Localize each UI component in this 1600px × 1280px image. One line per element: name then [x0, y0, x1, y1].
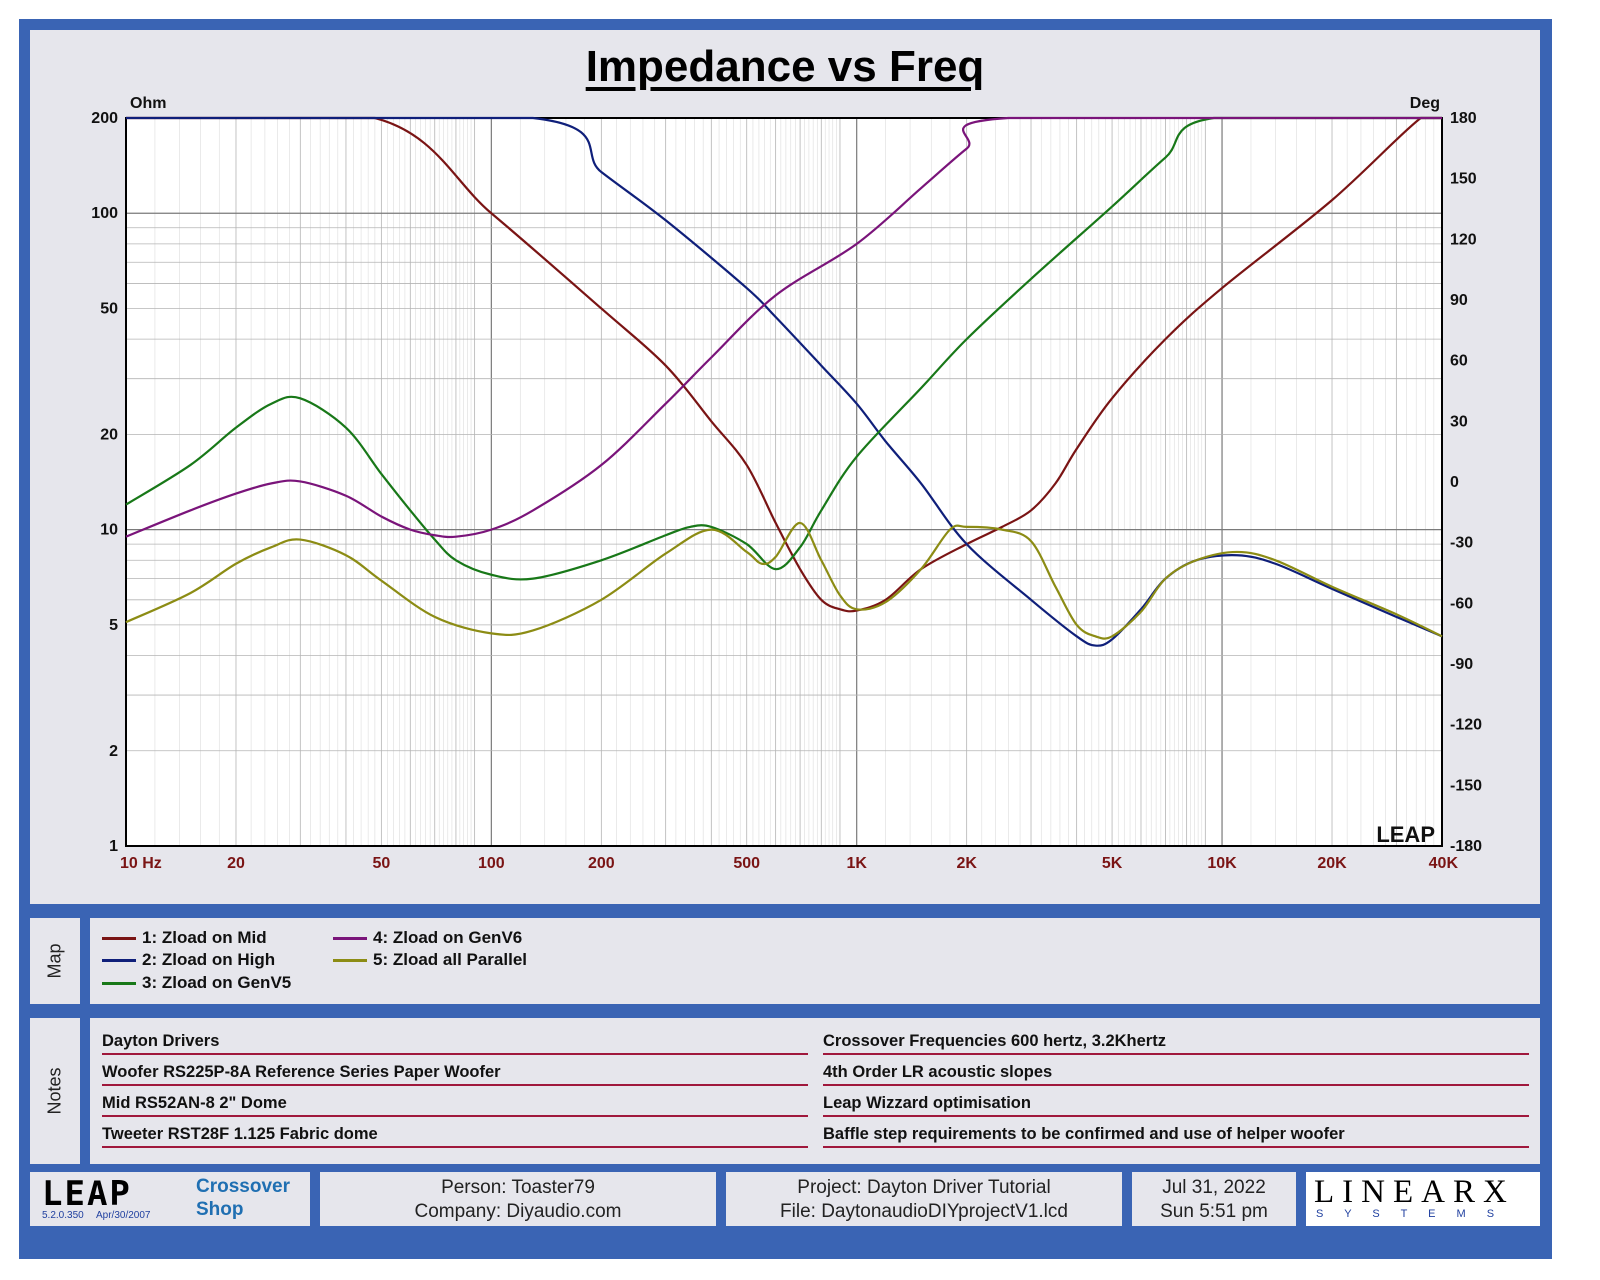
note-left-1: Dayton Drivers [102, 1032, 808, 1055]
legend-item: 1: Zload on Mid [102, 928, 267, 948]
linearx-systems: S Y S T E M S [1316, 1208, 1504, 1220]
notes-panel: Dayton Drivers Woofer RS225P-8A Referenc… [90, 1018, 1540, 1164]
note-left-2: Woofer RS225P-8A Reference Series Paper … [102, 1063, 808, 1086]
footer-app-box: LEAP 5.2.0.350 Apr/30/2007 Crossover Sho… [30, 1172, 310, 1226]
legend-label: 1: Zload on Mid [142, 928, 267, 947]
app-name-line2: Shop [196, 1199, 244, 1220]
legend-swatch [102, 958, 136, 962]
y2-tick-label: -60 [1450, 595, 1473, 612]
note-right-1: Crossover Frequencies 600 hertz, 3.2Kher… [823, 1032, 1529, 1055]
legend-label: 4: Zload on GenV6 [373, 928, 523, 947]
notes-label-panel: Notes [30, 1018, 80, 1164]
y2-tick-label: -30 [1450, 535, 1473, 552]
version-date: Apr/30/2007 [96, 1210, 151, 1221]
x-tick-label: 2K [956, 855, 977, 872]
y-tick-label: 20 [100, 426, 118, 443]
file: File: DaytonaudioDIYprojectV1.lcd [780, 1201, 1068, 1222]
note-right-4: Baffle step requirements to be confirmed… [823, 1125, 1529, 1148]
date: Jul 31, 2022 [1162, 1177, 1266, 1198]
y2-tick-label: 120 [1450, 231, 1477, 248]
y2-tick-label: -90 [1450, 656, 1473, 673]
plot-border [125, 117, 1443, 847]
legend-item: 5: Zload all Parallel [333, 950, 527, 970]
note-left-4: Tweeter RST28F 1.125 Fabric dome [102, 1125, 808, 1148]
y2-tick-label: -180 [1450, 838, 1482, 855]
footer-brand-box: LINEARX S Y S T E M S [1306, 1172, 1540, 1226]
x-tick-label: 1K [846, 855, 867, 872]
series-line-2 [126, 116, 1443, 647]
x-tick-label: 50 [372, 855, 390, 872]
legend-item: 2: Zload on High [102, 950, 275, 970]
footer-person-box: Person: Toaster79 Company: Diyaudio.com [320, 1172, 716, 1226]
legend-item: 4: Zload on GenV6 [333, 928, 522, 948]
map-label: Map [44, 943, 65, 979]
x-tick-label: 10 Hz [120, 855, 162, 872]
tick-labels: 10 Hz 20 50 100 200 500 1K 2K 5K 10K 20K 40K2001005… [91, 110, 1482, 872]
y-tick-label: 5 [109, 617, 118, 634]
map-label-panel: Map [30, 918, 80, 1004]
legend-swatch [333, 936, 367, 940]
version-number: 5.2.0.350 [42, 1210, 84, 1221]
y2-tick-label: 60 [1450, 353, 1468, 370]
legend-label: 3: Zload on GenV5 [142, 973, 292, 992]
y2-tick-label: 180 [1450, 110, 1477, 127]
series-line-1 [126, 116, 1442, 613]
app-name-line1: Crossover [196, 1176, 290, 1197]
series-line-4 [125, 116, 1442, 539]
x-tick-label: 5K [1102, 855, 1123, 872]
company: Company: Diyaudio.com [414, 1201, 622, 1222]
legend-swatch [102, 981, 136, 985]
x-tick-label: 20 [227, 855, 245, 872]
leap-watermark: LEAP [1376, 822, 1435, 847]
note-right-2: 4th Order LR acoustic slopes [823, 1063, 1529, 1086]
legend-panel: 1: Zload on Mid 2: Zload on High 3: Zloa… [90, 918, 1540, 1004]
y2-tick-label: 0 [1450, 474, 1459, 491]
x-tick-label: 100 [478, 855, 505, 872]
linearx-logo: LINEARX [1314, 1174, 1515, 1210]
notes-label: Notes [44, 1067, 65, 1115]
y-tick-label: 100 [91, 205, 118, 222]
y2-tick-label: 90 [1450, 292, 1468, 309]
y-tick-label: 1 [109, 838, 118, 855]
plot-area [126, 118, 1442, 846]
legend-label: 5: Zload all Parallel [373, 950, 528, 969]
legend-swatch [102, 936, 136, 940]
note-left-3: Mid RS52AN-8 2" Dome [102, 1094, 808, 1117]
y-tick-label: 10 [100, 522, 118, 539]
note-right-3: Leap Wizzard optimisation [823, 1094, 1529, 1117]
leap-logo: LEAP [42, 1174, 132, 1214]
y-tick-label: 50 [100, 300, 118, 317]
legend-item: 3: Zload on GenV5 [102, 973, 291, 993]
x-tick-label: 40K [1429, 855, 1459, 872]
x-tick-label: 200 [588, 855, 615, 872]
footer-date-box: Jul 31, 2022 Sun 5:51 pm [1132, 1172, 1296, 1226]
y2-tick-label: -150 [1450, 777, 1482, 794]
legend-label: 2: Zload on High [142, 950, 276, 969]
footer-project-box: Project: Dayton Driver Tutorial File: Da… [726, 1172, 1122, 1226]
person: Person: Toaster79 [441, 1177, 595, 1198]
y2-tick-label: 150 [1450, 171, 1477, 188]
y-tick-label: 2 [109, 743, 118, 760]
legend-swatch [333, 958, 367, 962]
y2-tick-label: 30 [1450, 413, 1468, 430]
y-tick-label: 200 [91, 110, 118, 127]
series-line-5 [125, 521, 1443, 640]
series-line-3 [125, 116, 1442, 581]
y-axis-label: Ohm [130, 95, 166, 112]
y2-axis-label: Deg [1410, 95, 1440, 112]
grid [125, 117, 1443, 847]
x-tick-label: 500 [733, 855, 760, 872]
project: Project: Dayton Driver Tutorial [797, 1177, 1051, 1198]
chart-title: Impedance vs Freq [585, 42, 985, 91]
y2-tick-label: -120 [1450, 717, 1482, 734]
x-tick-label: 20K [1317, 855, 1347, 872]
curves [125, 116, 1443, 647]
time: Sun 5:51 pm [1160, 1201, 1268, 1222]
x-tick-label: 10K [1207, 855, 1237, 872]
